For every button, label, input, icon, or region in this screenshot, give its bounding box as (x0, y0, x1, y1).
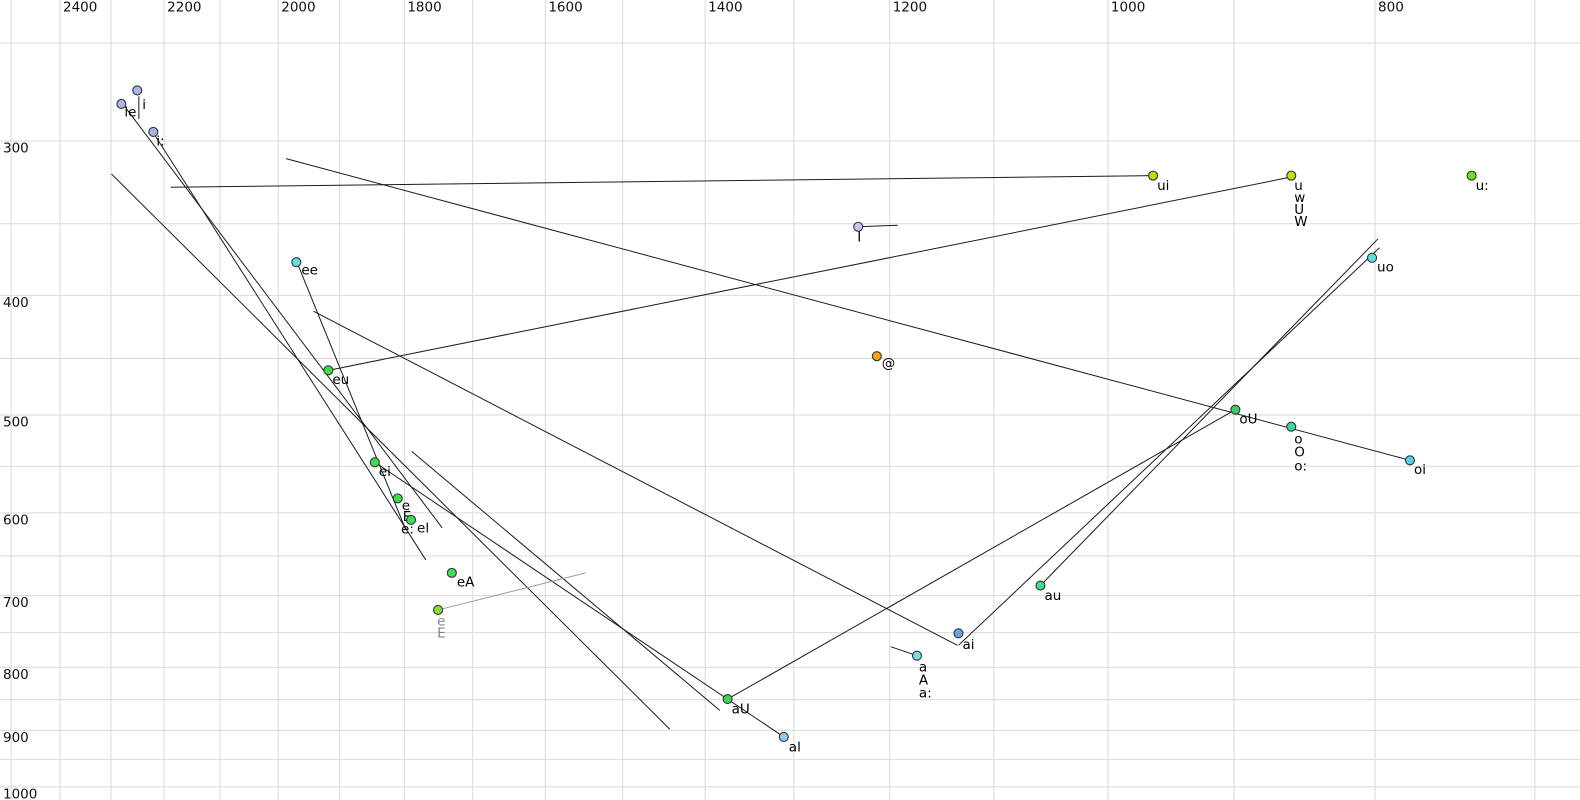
y-axis-tick-label: 700 (3, 595, 29, 611)
x-axis-tick-label: 1400 (708, 0, 742, 16)
vowel-label-o: o: (1294, 458, 1307, 474)
x-axis-tick-label: 2400 (63, 0, 97, 16)
vowel-label-e-gray: E (437, 626, 446, 642)
vowel-point-i (132, 85, 143, 96)
x-axis-tick-label: 2200 (167, 0, 201, 16)
trajectory-line-aU-glide (727, 409, 1236, 700)
vowel-label-a: A (919, 672, 929, 688)
vowel-label-ie: ie (124, 105, 136, 121)
vowel-label-I-cap: I (857, 229, 861, 245)
vowel-point-ui (1148, 170, 1159, 181)
trajectory-line-ui-glide (170, 175, 1152, 188)
vowel-label-o: O (1294, 444, 1305, 460)
vowel-label-a: a (919, 659, 927, 675)
trajectory-line-ie-glide (120, 101, 443, 529)
trajectory-line-ei-al-line (374, 461, 785, 738)
vowel-label-uo: uo (1377, 259, 1394, 275)
vowel-point-i-long (148, 126, 159, 138)
vowel-point-oU (1230, 404, 1241, 415)
vowel-point-uo (1367, 252, 1378, 263)
vowel-label-u: W (1294, 214, 1307, 230)
vowel-point-I-cap (853, 221, 864, 232)
vowel-label-o: o (1294, 431, 1302, 447)
vowel-point-oi (1404, 455, 1416, 466)
vowel-label-oU: oU (1239, 411, 1257, 427)
y-axis-tick-label: 1000 (3, 787, 37, 800)
vowel-point-u (1286, 170, 1297, 181)
vowel-point-a (911, 650, 922, 661)
vowel-point-e-gray (433, 604, 444, 615)
vowel-label-u: U (1294, 202, 1304, 218)
x-axis-tick-label: 1200 (893, 0, 927, 16)
trajectory-line-ai-up-glide (958, 247, 1380, 646)
vowel-label-oi: oi (1414, 462, 1426, 478)
vowel-point-e (392, 493, 403, 504)
trajectory-line-long-left (111, 173, 671, 730)
vowel-label-ai: ai (962, 637, 974, 653)
y-axis-tick-label: 600 (3, 512, 29, 528)
vowel-label-e-long: e: (401, 522, 414, 538)
vowel-label-i-long: i: (156, 134, 164, 150)
x-axis-tick-label: 800 (1378, 0, 1404, 16)
x-axis-tick-label: 1600 (548, 0, 582, 16)
trajectory-line-ee-glide (295, 260, 407, 530)
trajectory-line-i-long-glide (152, 131, 427, 561)
vowel-label-eA: eA (457, 574, 475, 590)
trajectory-line-eu-glide (328, 176, 1290, 371)
vowel-label-a: a: (919, 685, 932, 701)
vowel-label-ui: ui (1157, 178, 1169, 194)
vowel-point-u-long (1466, 170, 1477, 181)
vowel-point-o (1286, 421, 1297, 432)
vowel-label-aU: aU (732, 702, 750, 718)
y-axis-tick-label: 800 (3, 667, 29, 683)
trajectory-line-oi-glide (285, 158, 1411, 461)
vowel-label-e-gray: e (437, 614, 445, 630)
trajectory-line-e-gray-glide (437, 572, 586, 611)
vowel-point-ai (953, 628, 964, 639)
vowel-point-e-long (405, 514, 417, 526)
y-axis-tick-label: 400 (3, 295, 29, 311)
vowel-label-u: u (1294, 178, 1303, 194)
x-axis-tick-label: 1000 (1111, 0, 1145, 16)
x-axis-tick-label: 1800 (407, 0, 441, 16)
vowel-label-schwa: @ (882, 356, 896, 372)
trajectory-line-au-glide (1040, 238, 1379, 586)
y-axis-tick-label: 500 (3, 415, 29, 431)
vowel-label-au: au (1044, 588, 1061, 604)
vowel-label-ee: ee (301, 263, 318, 279)
vowel-label-eu: eu (332, 372, 349, 388)
vowel-label-e-long: el (417, 521, 429, 537)
trajectory-line-mid-diag (411, 450, 721, 711)
trajectory-line-I-tick (858, 224, 898, 228)
vowel-point-al (778, 731, 789, 742)
trajectory-line-ai-glide (313, 310, 958, 646)
vowel-label-e: e (402, 498, 410, 514)
vowel-point-au (1035, 580, 1046, 591)
vowel-label-ei: ei (379, 464, 391, 480)
vowel-point-eu (323, 365, 334, 376)
vowel-point-schwa (871, 351, 882, 362)
vowel-label-u: w (1294, 190, 1305, 206)
vowel-point-ie (116, 98, 127, 110)
vowel-label-i: i (142, 97, 146, 113)
y-axis-tick-label: 300 (3, 141, 29, 157)
vowel-point-ee (291, 257, 302, 268)
vowel-point-aU (722, 694, 733, 705)
y-axis-tick-label: 900 (3, 730, 29, 746)
x-axis-tick-label: 2000 (281, 0, 315, 16)
vowel-label-al: al (789, 740, 801, 756)
vowel-point-ei (369, 457, 380, 468)
vowel-label-u-long: u: (1476, 178, 1489, 194)
vowel-point-eA (446, 567, 457, 578)
